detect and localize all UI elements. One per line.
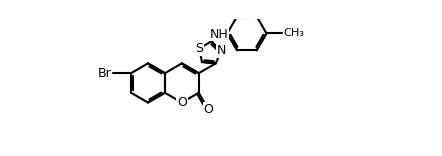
Text: NH: NH (210, 28, 229, 41)
Text: O: O (177, 96, 187, 109)
Text: N: N (217, 44, 226, 57)
Text: S: S (195, 42, 203, 55)
Text: O: O (204, 103, 213, 116)
Text: CH₃: CH₃ (283, 28, 304, 38)
Text: Br: Br (98, 67, 111, 80)
